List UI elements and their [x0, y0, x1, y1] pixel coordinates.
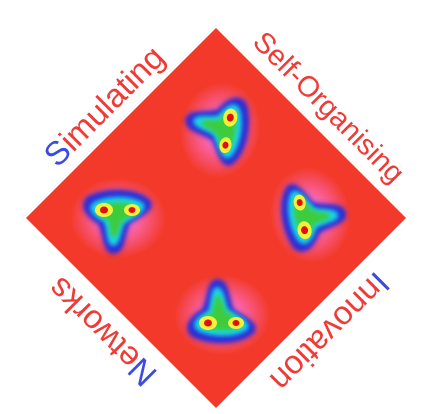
diamond	[26, 28, 406, 408]
